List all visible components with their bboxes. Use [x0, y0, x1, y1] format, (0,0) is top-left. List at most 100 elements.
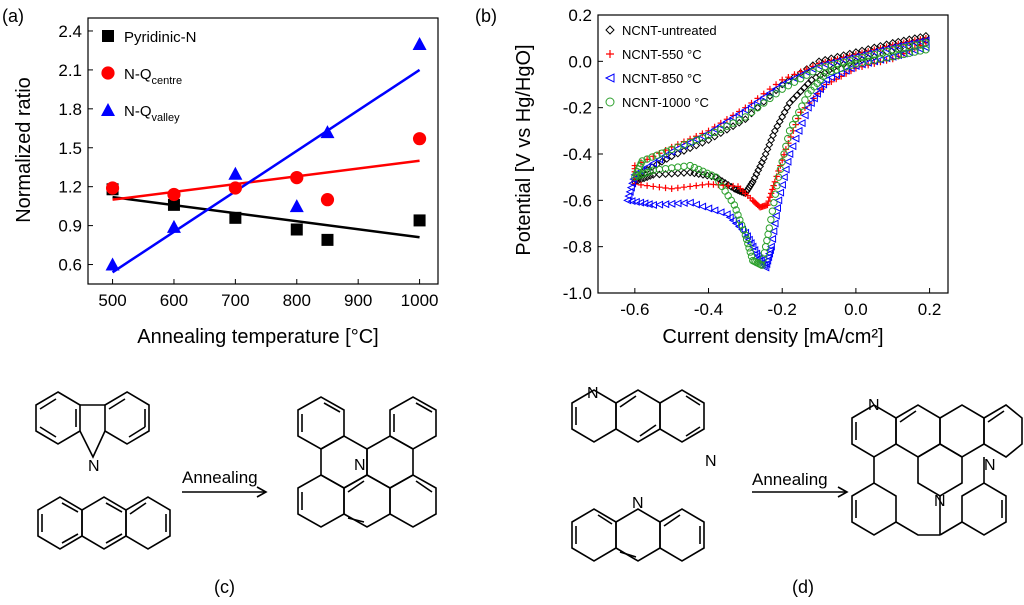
chart-a-xtick-label: 900: [344, 291, 372, 310]
chart-b-point-3-11-4: [703, 169, 711, 178]
scheme-d: N N N Annealing: [571, 385, 1023, 562]
chart-b-point-2-16-4: [771, 211, 780, 220]
chart-b-point-2-11-1: [691, 200, 700, 209]
chart-a-point-1-3: [290, 171, 304, 185]
chart-b-point-3-23-4: [911, 48, 919, 56]
diaza-n-atom-top: N: [587, 385, 599, 402]
chart-b-point-1-15-2: [766, 194, 774, 201]
chart-b-point-0-7-0: [667, 152, 676, 161]
chart-a-point-0-1: [167, 198, 180, 211]
chart-b-point-2-0-1: [916, 37, 925, 46]
chart-b-point-0-10-2: [661, 170, 670, 178]
chart-b-point-3-19-2: [792, 114, 800, 123]
scheme-d-arrowhead: [837, 486, 849, 498]
chart-b-point-3-4-3: [760, 99, 768, 107]
chart-b-point-0-9-5: [646, 172, 655, 180]
chart-b-xlabel: Current density [mA/cm²]: [662, 326, 883, 348]
chart-b-ytick-label: -0.4: [563, 145, 592, 164]
chart-b-ytick-label: -0.6: [563, 191, 592, 210]
panel-label-a: (a): [2, 6, 24, 26]
chart-b-point-3-4-2: [766, 94, 774, 103]
chart-b-point-2-16-2: [769, 227, 778, 236]
chart-b-ytick-label: -0.8: [563, 238, 592, 257]
chart-b-point-2-18-3: [794, 126, 803, 135]
chart-b-point-0-10-1: [655, 170, 664, 179]
anthracene-molecule: [37, 496, 171, 550]
chart-b-point-2-10-5: [679, 199, 688, 208]
chart-b-point-3-17-5: [773, 181, 781, 190]
chart-b-point-3-12-3: [721, 187, 729, 195]
chart-a-xlabel: Annealing temperature [°C]: [137, 326, 378, 348]
panel-label-b: (b): [475, 6, 497, 26]
chart-b-point-3-4-4: [753, 103, 762, 112]
chart-b-legend-marker-1: [606, 50, 614, 58]
chart-b-point-1-9-5: [662, 184, 669, 192]
chart-b-point-0-6-0: [704, 136, 713, 145]
chart-b-point-3-6-1: [698, 134, 707, 142]
chart-b-point-2-18-2: [791, 134, 800, 143]
chart-b-point-3-10-4: [674, 163, 682, 171]
chart-b-point-3-11-0: [686, 161, 694, 170]
chart-b-point-3-4-0: [778, 85, 786, 93]
chart-b-point-3-19-5: [801, 96, 809, 104]
chart-b-point-2-1-0: [888, 43, 897, 52]
chart-b-point-0-10-5: [680, 169, 688, 177]
chart-b-point-0-9-4: [643, 173, 652, 182]
chart-b-point-0-11-0: [686, 168, 695, 177]
chart-b-point-3-13-2: [734, 211, 742, 219]
chart-b-point-2-19-1: [806, 99, 815, 108]
diazaanthracene-molecule: [571, 389, 705, 443]
chart-a-point-1-4: [320, 193, 335, 207]
chart-b-point-2-16-3: [770, 219, 779, 228]
chart-b-point-2-13-0: [741, 228, 750, 237]
chart-b-point-2-7-3: [648, 159, 657, 168]
chart-b-point-3-17-0: [765, 224, 774, 232]
chart-b-point-1-4-0: [779, 76, 786, 84]
chart-b-point-3-6-3: [686, 138, 694, 147]
chart-b-point-3-16-4: [763, 236, 771, 245]
chart-b-point-3-23-0: [889, 53, 897, 61]
chart-b-point-3-3-5: [784, 81, 793, 90]
chart-b-point-3-19-0: [785, 127, 794, 135]
chart-b-point-3-18-0: [774, 173, 783, 181]
chart-b-point-3-3-4: [790, 78, 799, 86]
chart-b-point-3-7-1: [663, 147, 671, 155]
chart-a-point-2-5: [412, 36, 427, 50]
chart-b-point-0-18-3: [796, 87, 805, 96]
chart-b-point-3-19-3: [795, 108, 803, 117]
chart-b-point-3-3-2: [803, 71, 811, 79]
chart-a-point-1-0: [105, 181, 120, 195]
chart-b-point-1-10-1: [674, 184, 682, 192]
chart-b-point-3-5-1: [735, 116, 743, 124]
chart-b-point-0-6-5: [673, 149, 682, 158]
chart-b-xtick-label: -0.6: [620, 300, 649, 319]
chart-b-point-3-5-0: [741, 113, 750, 121]
chart-b-ytick-label: 0.0: [568, 52, 592, 71]
chart-b-point-2-5-2: [728, 113, 737, 122]
chart-b-point-3-18-2: [778, 158, 786, 166]
scheme-d-arrow-label: Annealing: [752, 470, 828, 489]
chart-b-point-2-11-5: [716, 208, 725, 217]
chart-b-point-3-14-1: [742, 235, 751, 244]
chart-a-point-2-2: [228, 166, 243, 180]
chart-b-point-3-7-0: [667, 145, 676, 154]
chart-b-point-3-7-4: [648, 153, 656, 161]
chart-b-point-3-19-4: [798, 102, 806, 110]
chart-b-point-2-19-0: [803, 103, 812, 112]
chart-b-point-3-12-4: [724, 192, 732, 200]
chart-b-point-3-6-5: [674, 143, 682, 151]
chart-a-xtick-label: 700: [221, 291, 249, 310]
chart-b-legend-marker-0: [605, 25, 615, 35]
chart-b-point-0-11-4: [703, 171, 712, 180]
chart-b-point-3-13-1: [732, 206, 740, 214]
chart-b-point-2-11-0: [685, 198, 694, 207]
chart-b-point-3-11-2: [695, 165, 703, 174]
diaza-n-atom-bottom: N: [705, 453, 717, 470]
chart-a-xtick-label: 600: [160, 291, 188, 310]
chart-b-point-3-6-0: [704, 131, 713, 140]
chart-a-point-1-1: [167, 187, 181, 202]
scheme-c-arrow-label: Annealing: [182, 468, 258, 487]
chart-a-xtick-label: 800: [283, 291, 311, 310]
chart-a-fit-line-0: [112, 195, 420, 239]
